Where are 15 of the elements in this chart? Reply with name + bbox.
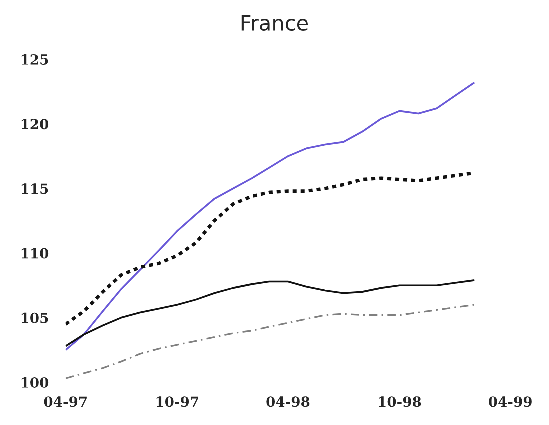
line-series [66, 82, 476, 352]
y-tick-label: 125 [22, 54, 48, 65]
y-tick-label: 105 [22, 312, 48, 324]
y-tick-label: 110 [22, 248, 49, 259]
x-tick-label: 04-99 [489, 396, 532, 408]
y-tick-label: 120 [22, 119, 49, 130]
x-tick-label: 04-98 [266, 396, 310, 408]
line-series [66, 280, 476, 348]
y-tick-label: 115 [22, 184, 48, 194]
line-series [66, 304, 476, 380]
x-tick-label: 04-97 [44, 396, 87, 408]
chart-title: France [242, 16, 308, 31]
x-tick-label: 10-98 [379, 396, 422, 408]
y-tick-label: 100 [22, 377, 49, 388]
x-tick-label: 10-97 [156, 396, 198, 408]
